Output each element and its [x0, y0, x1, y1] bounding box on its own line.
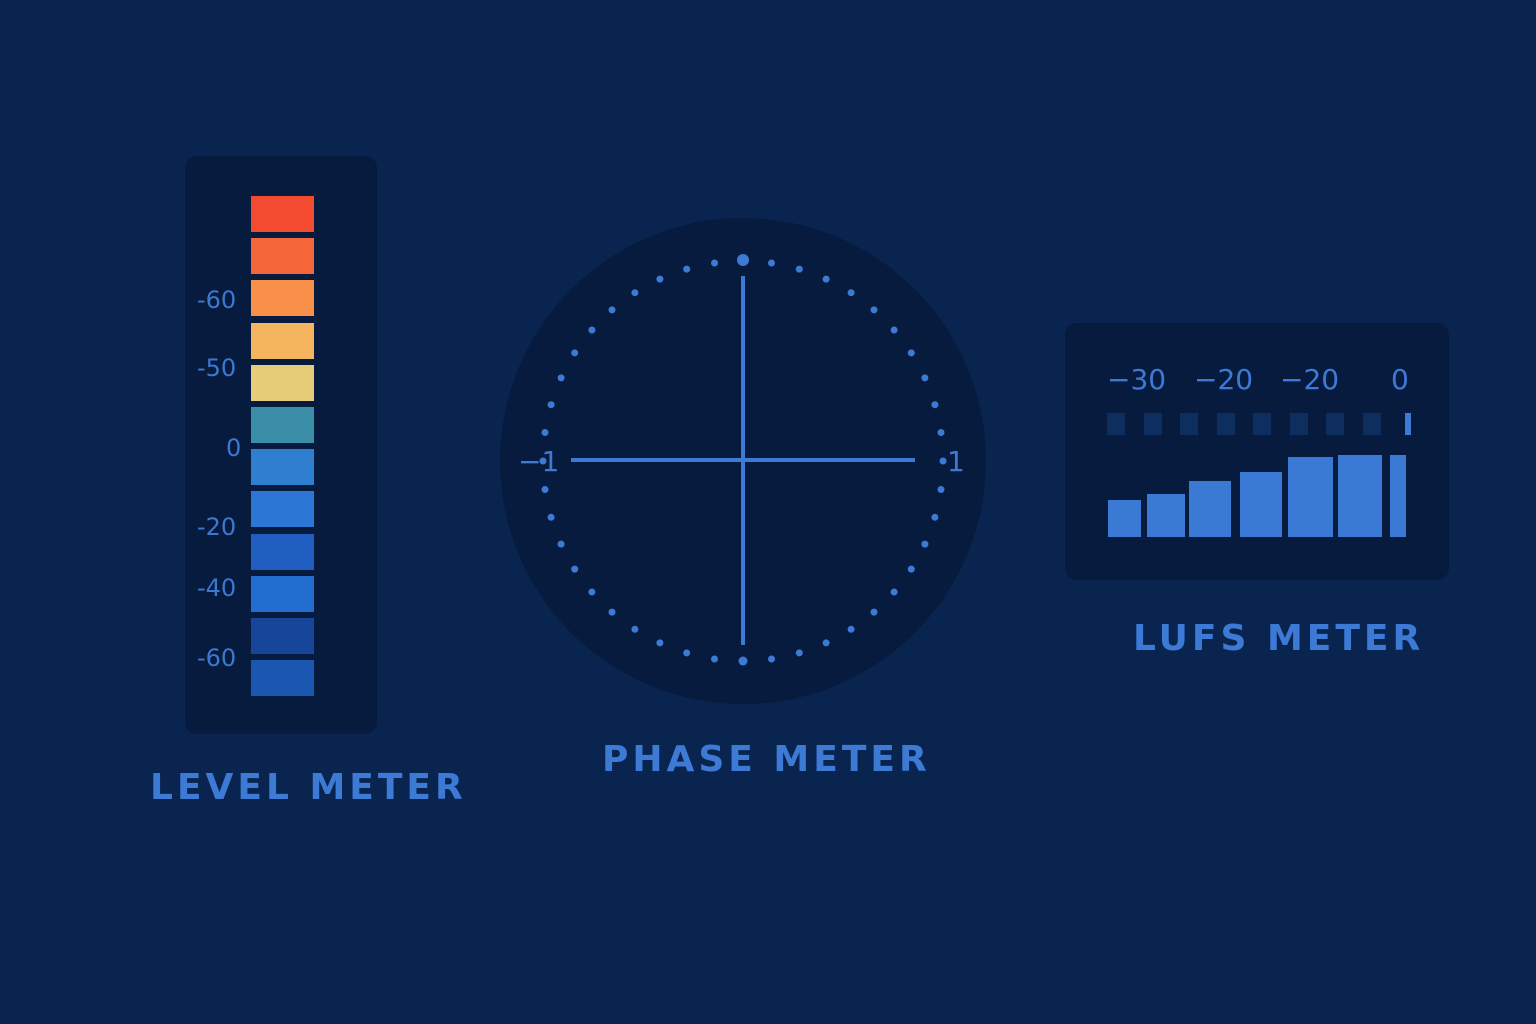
level-scale-label: -60 [197, 644, 237, 672]
lufs-indicator [1405, 413, 1411, 435]
level-meter-panel [185, 156, 377, 734]
phase-tick-dot [907, 565, 915, 573]
phase-tick-dot [921, 374, 929, 382]
level-segment [251, 196, 314, 232]
lufs-indicator [1289, 413, 1308, 435]
phase-tick-dot [847, 289, 855, 297]
lufs-bar [1240, 472, 1282, 537]
phase-tick-dot [870, 608, 878, 616]
phase-top-marker [737, 254, 749, 266]
phase-tick-dot [656, 639, 664, 647]
phase-tick-dot [890, 326, 898, 334]
lufs-indicator [1180, 413, 1198, 435]
lufs-indicator [1143, 413, 1162, 435]
lufs-scale-label: 0 [1391, 363, 1409, 396]
lufs-bar [1288, 457, 1333, 537]
phase-tick-dot [711, 655, 718, 663]
phase-tick-dot [931, 513, 939, 521]
phase-tick-dot [557, 540, 565, 548]
phase-tick-dot [795, 265, 803, 273]
phase-tick-dot [547, 513, 555, 521]
phase-tick-dot [588, 588, 596, 596]
phase-left-label: −1 [518, 445, 559, 478]
phase-tick-dot [768, 655, 775, 663]
phase-tick-dot [557, 374, 565, 382]
phase-tick-dot [738, 656, 748, 666]
phase-tick-dot [711, 259, 718, 267]
phase-tick-dot [656, 275, 664, 283]
level-scale-label: -20 [197, 513, 237, 541]
phase-tick-dot [847, 625, 855, 633]
phase-tick-dot [939, 457, 947, 465]
lufs-scale-label: −20 [1194, 363, 1254, 396]
level-scale-label: -40 [197, 574, 237, 602]
lufs-bar [1147, 494, 1185, 537]
phase-tick-dot [588, 326, 596, 334]
phase-tick-dot [907, 349, 915, 357]
level-segment [251, 364, 314, 401]
phase-tick-dot [768, 259, 775, 267]
phase-tick-dot [822, 275, 830, 283]
phase-tick-dot [541, 429, 549, 436]
phase-tick-dot [547, 401, 555, 409]
phase-tick-dot [822, 639, 830, 647]
lufs-indicator [1326, 413, 1344, 435]
lufs-indicator [1216, 413, 1235, 435]
lufs-indicator [1107, 413, 1125, 435]
level-segment [251, 660, 314, 697]
phase-tick-dot [931, 401, 939, 409]
phase-tick-dot [608, 306, 616, 314]
phase-tick-dot [571, 565, 579, 573]
phase-tick-dot [795, 649, 803, 657]
phase-right-label: 1 [947, 445, 965, 478]
lufs-meter-title: LUFS METER [1133, 618, 1425, 659]
phase-tick-dot [631, 625, 639, 633]
phase-tick-dot [890, 588, 898, 596]
phase-tick-dot [631, 289, 639, 297]
phase-tick-dot [683, 649, 691, 657]
level-scale-label: -60 [197, 286, 237, 314]
phase-tick-dot [571, 349, 579, 357]
level-meter-title: LEVEL METER [150, 767, 467, 808]
level-segment [251, 407, 314, 443]
phase-tick-dot [921, 540, 929, 548]
phase-tick-ring [539, 257, 947, 666]
lufs-bar [1108, 500, 1141, 537]
phase-tick-dot [608, 608, 616, 616]
lufs-meter-panel: −30 −20 −20 0 [1065, 323, 1449, 580]
lufs-bar [1390, 455, 1406, 537]
lufs-bar [1338, 455, 1382, 537]
phase-meter-title: PHASE METER [602, 739, 931, 780]
level-scale-label: -50 [197, 354, 237, 382]
lufs-scale-label: −20 [1280, 363, 1340, 396]
lufs-indicator [1362, 413, 1381, 435]
level-segment [251, 449, 314, 486]
level-segment [251, 491, 314, 528]
level-segment [251, 533, 314, 570]
lufs-bar [1189, 481, 1231, 537]
level-segment [251, 322, 314, 359]
level-segment [251, 280, 314, 317]
phase-tick-dot [683, 265, 691, 273]
level-segment [251, 618, 314, 654]
lufs-scale-label: −30 [1107, 363, 1167, 396]
level-segment [251, 238, 314, 275]
phase-tick-dot [870, 306, 878, 314]
lufs-indicator [1253, 413, 1271, 435]
phase-tick-dot [541, 486, 549, 493]
phase-tick-dot [937, 486, 945, 493]
phase-tick-dot [539, 457, 547, 465]
phase-tick-dot [937, 429, 945, 436]
level-scale-label: 0 [226, 434, 242, 462]
level-segment [251, 575, 314, 612]
